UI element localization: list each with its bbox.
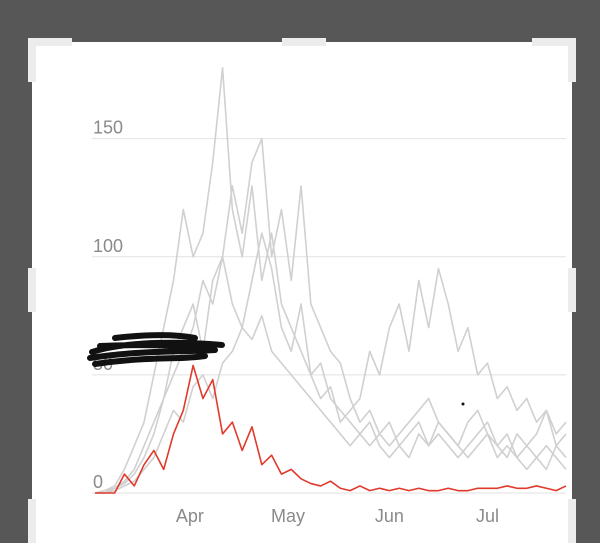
crop-handle[interactable]	[28, 268, 36, 312]
series-line	[95, 315, 567, 494]
x-tick-label: May	[271, 506, 305, 526]
x-tick-label: Apr	[176, 506, 204, 526]
crop-handle[interactable]	[28, 38, 72, 82]
crop-area	[32, 42, 572, 543]
crop-handle[interactable]	[568, 268, 576, 312]
y-tick-label: 100	[93, 236, 123, 256]
crop-handle[interactable]	[28, 499, 36, 543]
crop-handle[interactable]	[568, 499, 576, 543]
y-tick-label: 150	[93, 118, 123, 138]
series-line	[94, 137, 567, 494]
crop-handle[interactable]	[532, 38, 576, 82]
scribble-stroke	[87, 332, 225, 367]
crop-handles[interactable]	[28, 38, 576, 543]
crop-handle[interactable]	[282, 38, 326, 46]
x-tick-label: Jul	[476, 506, 499, 526]
x-tick-label: Jun	[375, 506, 404, 526]
y-tick-label: 0	[93, 472, 103, 492]
scribble	[87, 332, 225, 367]
dot	[461, 402, 465, 406]
series-line	[95, 364, 567, 494]
